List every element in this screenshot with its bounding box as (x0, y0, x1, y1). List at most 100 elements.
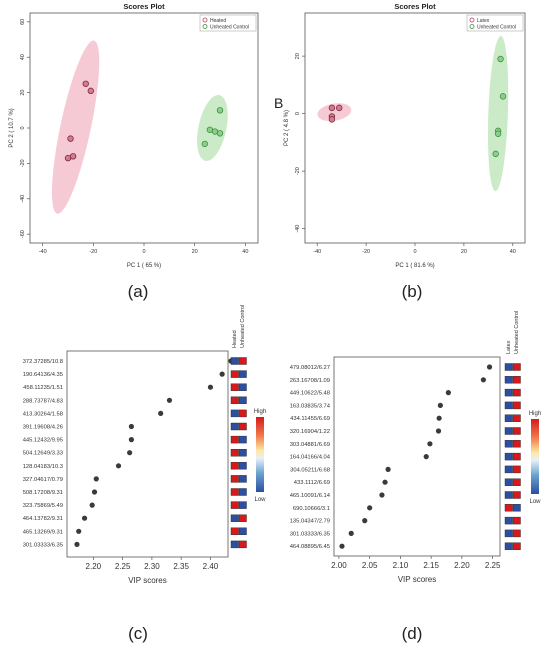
panel-letter-b: (b) (402, 282, 423, 301)
heat-cell (230, 475, 239, 483)
x-tick-label: 2.20 (454, 561, 470, 570)
vip-point (339, 543, 345, 549)
legend-marker (469, 17, 475, 23)
heat-cell (238, 435, 247, 444)
x-tick-label: 0 (413, 249, 416, 255)
y-tick-label: 20 (20, 90, 26, 96)
x-tick-label: -20 (362, 249, 370, 255)
x-tick-label: 40 (510, 249, 516, 255)
heat-cell (512, 542, 521, 550)
x-tick-label: -20 (89, 249, 97, 255)
heat-cell (230, 540, 239, 549)
heat-cell (230, 449, 239, 457)
vip-point (89, 502, 95, 508)
heat-cell (504, 388, 513, 397)
vip-point (74, 541, 80, 548)
legend-label: Unheated Control (210, 25, 249, 31)
heat-cell (504, 504, 513, 512)
x-tick-label: 2.25 (115, 562, 131, 571)
vip-point (436, 415, 442, 421)
data-point-treatment (328, 104, 336, 112)
chart-title: Scores Plot (394, 2, 436, 11)
x-tick-label: 2.35 (173, 562, 189, 571)
column-header: Unheated Control (240, 305, 246, 348)
feature-label: 391.19608/4.26 (23, 425, 63, 431)
heat-cell (230, 422, 239, 431)
x-tick-label: 2.25 (485, 561, 501, 570)
plot-frame (333, 356, 501, 557)
heat-cell (504, 516, 513, 525)
vip-point (362, 518, 368, 524)
x-tick-label: -40 (39, 249, 47, 255)
colorbar-low-label: Low (254, 497, 266, 503)
heat-cell (238, 540, 247, 549)
heat-cell (512, 388, 521, 397)
heat-cell (512, 529, 521, 538)
vip-point (158, 410, 164, 416)
heat-cell (504, 478, 513, 486)
heat-cell (238, 409, 247, 418)
vip-point (379, 492, 385, 498)
panel-letter-a: (a) (128, 282, 149, 301)
column-header: Latex (506, 340, 512, 354)
feature-label: 464.13782/9.31 (23, 516, 63, 522)
vip-point (427, 441, 433, 447)
heat-cell (238, 514, 247, 522)
feature-label: 323.75869/5.49 (23, 503, 63, 509)
heat-cell (230, 435, 239, 444)
heat-cell (512, 516, 521, 525)
heat-cell (504, 491, 513, 499)
x-tick-label: 0 (142, 249, 145, 255)
heat-cell (512, 478, 521, 486)
feature-label: 303.04881/6.69 (290, 442, 330, 448)
vip-point (127, 450, 133, 456)
vip-point (128, 437, 134, 443)
heat-cell (230, 462, 239, 470)
x-axis-label: VIP scores (128, 576, 167, 585)
heat-cell (512, 440, 521, 448)
vip-point (423, 454, 429, 460)
vip-point (207, 384, 214, 390)
y-axis-label: PC 2 ( 4.8 %) (284, 110, 290, 146)
colorbar-low-label: Low (529, 499, 541, 505)
heat-cell (512, 414, 521, 422)
colorbar-high-label: High (254, 409, 266, 415)
data-point-control (201, 140, 208, 148)
panel-a: Scores Plot -40 -20 0 20 40 -60 -40 -20 0 20 40 60 PC… (9, 2, 259, 269)
vip-point (480, 377, 486, 383)
heat-cell (230, 514, 239, 522)
heat-cell (230, 357, 239, 365)
heat-cell (504, 440, 513, 448)
vip-point (115, 463, 122, 469)
feature-label: 263.16708/1.09 (290, 378, 330, 384)
y-tick-label: -20 (295, 167, 301, 175)
feature-label: 327.04617/0.79 (23, 477, 63, 483)
heat-cell (512, 401, 521, 410)
x-tick-label: 2.00 (331, 561, 347, 570)
vip-point (166, 397, 173, 403)
vip-point (385, 466, 391, 472)
y-tick-label: -20 (20, 159, 26, 167)
y-tick-label: 20 (295, 53, 301, 59)
heat-cell (238, 370, 247, 378)
feature-label: 288.73787/4.83 (23, 398, 63, 404)
feature-label: 458.11235/1.51 (23, 385, 63, 391)
feature-label: 128.04183/10.3 (23, 464, 63, 470)
heat-cell (504, 529, 513, 538)
x-axis-label: VIP scores (398, 575, 437, 584)
x-axis-label: PC 1 ( 81.6 %) (395, 263, 434, 269)
vip-point (76, 528, 82, 534)
vip-point (219, 371, 225, 377)
feature-label: 301.03333/6.35 (290, 531, 330, 537)
feature-label: 372.37285/10.8 (23, 359, 63, 365)
feature-label: 434.11455/6.69 (290, 416, 330, 422)
feature-label: 479.08012/6.27 (290, 365, 330, 371)
confidence-ellipse-treatment (51, 40, 100, 214)
feature-label: 464.08895/6.45 (290, 544, 330, 550)
feature-label: 433.1112/6.69 (294, 480, 330, 486)
heat-cell (230, 383, 239, 391)
panel-b-marker: B (274, 95, 283, 111)
heat-cell (230, 501, 239, 509)
column-header: Heated (232, 330, 238, 348)
data-point-treatment (328, 116, 336, 123)
